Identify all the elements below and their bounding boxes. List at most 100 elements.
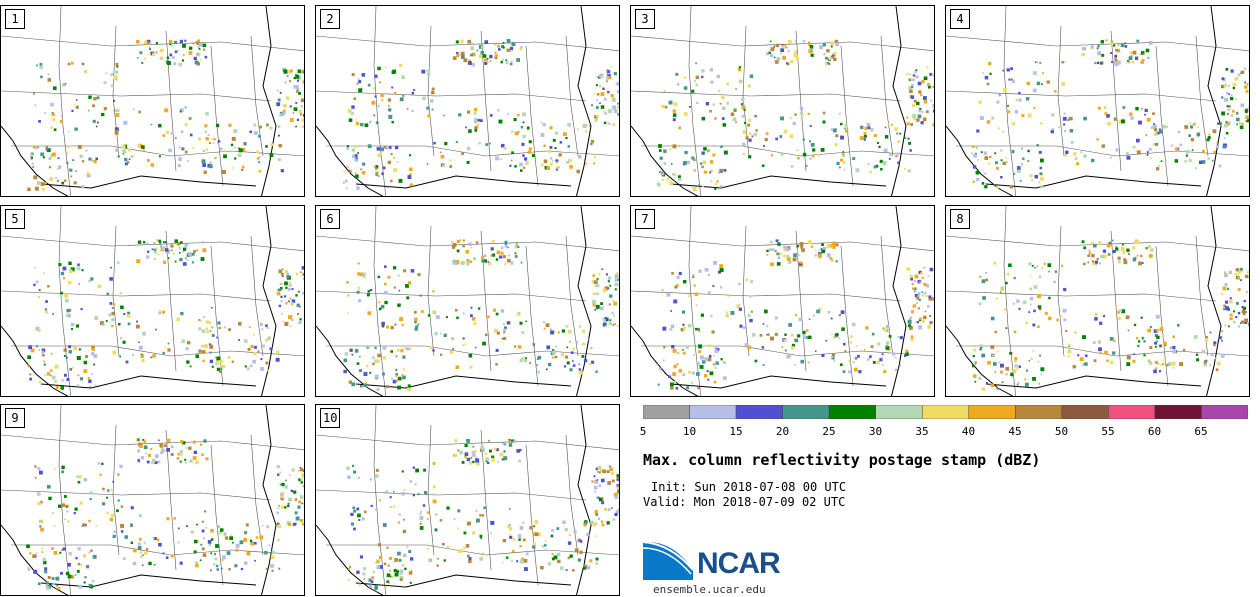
echo-cell (1062, 308, 1067, 313)
echo-cell (1149, 346, 1153, 349)
echo-cell (493, 308, 497, 312)
echo-cell (249, 130, 252, 134)
echo-cell (694, 292, 699, 297)
echo-cell (613, 301, 617, 306)
echo-cell (1101, 144, 1105, 148)
echo-cell (571, 360, 574, 362)
echo-cell (1013, 173, 1016, 175)
echo-cell (221, 558, 225, 562)
echo-cell (678, 126, 682, 130)
echo-cell (592, 292, 596, 295)
echo-cell (1145, 133, 1148, 137)
echo-cell (395, 354, 398, 358)
echo-cell (27, 355, 31, 360)
echo-cell (695, 304, 698, 306)
echo-cell (525, 552, 529, 556)
echo-cell (51, 547, 54, 550)
echo-cell (179, 258, 183, 262)
echo-cell (503, 328, 506, 332)
echo-cell (572, 569, 575, 572)
echo-cell (44, 112, 46, 114)
echo-cell (48, 496, 52, 501)
echo-cell (478, 142, 481, 145)
echo-cell (205, 457, 209, 461)
echo-cell (917, 114, 922, 119)
echo-cell (543, 144, 546, 147)
echo-cell (198, 48, 201, 50)
echo-cell (195, 354, 199, 358)
echo-cell (101, 462, 104, 465)
echo-cell (984, 172, 987, 175)
echo-cell (90, 277, 94, 281)
state-boundary (840, 245, 854, 387)
echo-cell (840, 135, 844, 140)
echo-cell (499, 452, 504, 457)
echo-cell (157, 253, 160, 256)
echo-cell (494, 51, 497, 54)
echo-cell (619, 323, 620, 325)
echo-cell (808, 49, 813, 54)
echo-cell (1162, 333, 1165, 336)
echo-cell (815, 350, 817, 352)
echo-cell (590, 140, 595, 144)
state-boundary (1, 235, 304, 252)
echo-cell (1039, 166, 1042, 170)
echo-cell (1083, 262, 1086, 266)
echo-cell (1109, 156, 1112, 159)
echo-cell (51, 375, 56, 380)
echo-cell (304, 297, 305, 300)
echo-cell (1188, 134, 1191, 137)
echo-cell (301, 70, 304, 74)
echo-cell (989, 155, 992, 158)
echo-cell (823, 53, 826, 56)
echo-cell (1036, 265, 1039, 268)
echo-cell (747, 84, 751, 88)
echo-cell (703, 170, 707, 174)
echo-cell (786, 255, 790, 258)
echo-cell (122, 340, 126, 344)
echo-cell (296, 88, 300, 92)
echo-cell (218, 370, 222, 373)
echo-cell (138, 537, 142, 541)
echo-cell (507, 113, 509, 115)
echo-cell (827, 62, 829, 64)
echo-cell (159, 443, 163, 447)
echo-cell (75, 105, 79, 109)
echo-cell (536, 532, 541, 537)
echo-cell (705, 102, 710, 106)
echo-cell (551, 529, 554, 532)
echo-cell (426, 511, 430, 514)
echo-cell (1067, 119, 1070, 121)
echo-cell (77, 145, 82, 149)
echo-cell (377, 543, 381, 547)
echo-cell (76, 475, 79, 478)
echo-cell (56, 168, 59, 171)
echo-cell (988, 61, 992, 66)
echo-cell (520, 356, 524, 360)
echo-cell (509, 62, 513, 66)
echo-cell (470, 246, 472, 249)
echo-cell (910, 316, 912, 319)
echo-cell (691, 381, 694, 384)
echo-cell (517, 345, 522, 349)
echo-cell (1013, 330, 1017, 334)
echo-cell (710, 169, 713, 172)
echo-cell (238, 148, 243, 153)
echo-cell (656, 363, 658, 366)
echo-cell (1098, 347, 1102, 352)
echo-cell (1129, 112, 1133, 116)
echo-cell (417, 323, 420, 326)
echo-cell (148, 561, 152, 566)
echo-cell (1227, 325, 1230, 328)
echo-cell (68, 131, 71, 133)
echo-cell (47, 78, 52, 82)
echo-cell (1025, 382, 1029, 387)
echo-cell (1214, 357, 1217, 360)
echo-cell (279, 113, 283, 117)
echo-cell (863, 132, 867, 135)
echo-cell (619, 268, 620, 272)
echo-cell (1094, 317, 1098, 321)
echo-cell (709, 371, 714, 376)
echo-cell (509, 535, 513, 539)
echo-cell (407, 384, 411, 388)
